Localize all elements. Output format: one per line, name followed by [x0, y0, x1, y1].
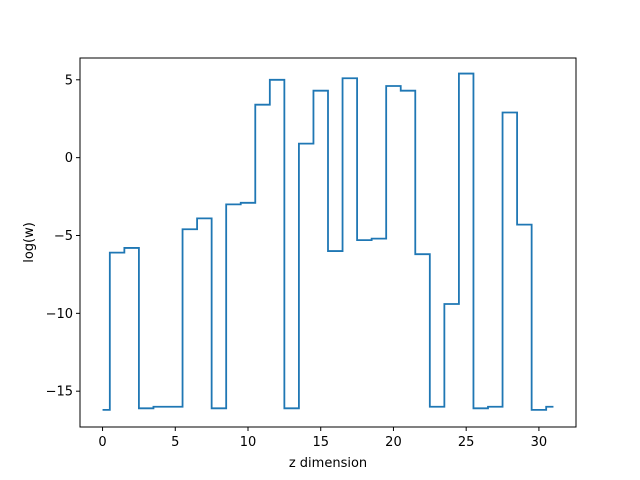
y-tick-label: −10: [46, 307, 73, 322]
x-axis-ticks: 0 5 10 15 20 25 30: [98, 427, 547, 450]
x-tick-label: 15: [312, 435, 329, 450]
x-tick-label: 20: [385, 435, 402, 450]
x-tick-label: 5: [171, 435, 179, 450]
y-tick-label: −15: [46, 385, 73, 400]
axes-frame: [79, 57, 577, 428]
x-axis-label: z dimension: [289, 456, 367, 471]
series-0-step-line: [102, 72, 554, 411]
x-tick-label: 0: [98, 435, 106, 450]
y-axis-ticks: 5 0 −5 −10 −15: [46, 73, 80, 400]
y-tick-label: 5: [65, 73, 73, 88]
y-tick-label: −5: [54, 229, 73, 244]
x-tick-label: 30: [531, 435, 548, 450]
x-tick-label: 25: [458, 435, 475, 450]
y-axis-label: log(w): [22, 222, 37, 263]
plot-area: [102, 72, 554, 411]
x-tick-label: 10: [240, 435, 257, 450]
y-tick-label: 0: [65, 151, 73, 166]
